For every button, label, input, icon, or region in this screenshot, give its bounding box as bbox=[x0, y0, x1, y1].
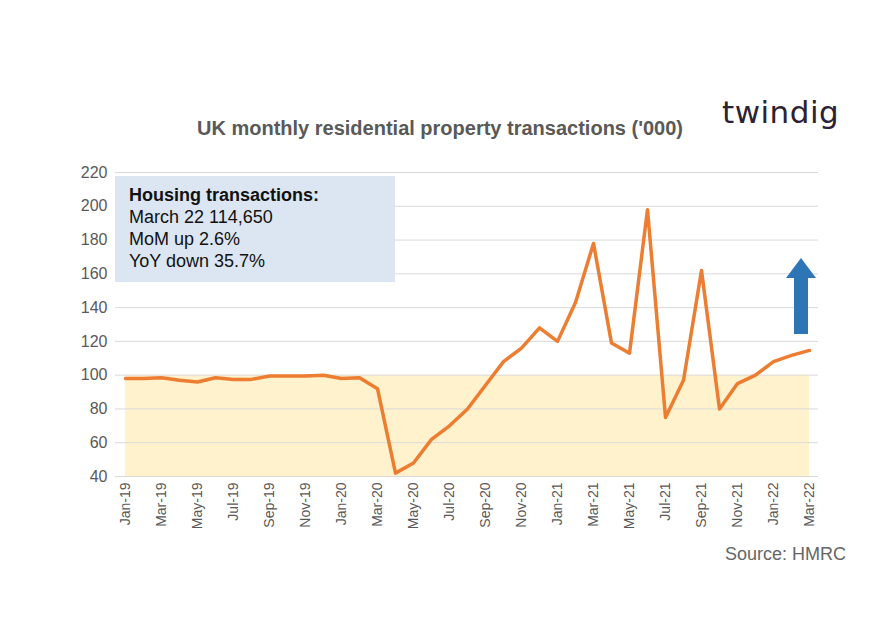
svg-text:Mar-21: Mar-21 bbox=[585, 482, 601, 527]
html-text:UK monthly residential propert: UK monthly residential property transact… bbox=[197, 117, 683, 139]
svg-text:80: 80 bbox=[90, 400, 108, 417]
svg-text:Jan-19: Jan-19 bbox=[117, 482, 133, 525]
html-text:March 22 114,650: March 22 114,650 bbox=[129, 207, 273, 227]
svg-text:Jan-20: Jan-20 bbox=[333, 482, 349, 525]
svg-text:Mar-20: Mar-20 bbox=[369, 482, 385, 527]
svg-text:180: 180 bbox=[81, 231, 108, 248]
svg-text:May-20: May-20 bbox=[405, 482, 421, 529]
svg-text:140: 140 bbox=[81, 299, 108, 316]
html-text:MoM up 2.6%: MoM up 2.6% bbox=[129, 229, 241, 249]
svg-text:220: 220 bbox=[81, 164, 108, 181]
svg-text:Jul-19: Jul-19 bbox=[225, 482, 241, 520]
svg-text:100: 100 bbox=[81, 366, 108, 383]
svg-text:Jan-22: Jan-22 bbox=[765, 482, 781, 525]
svg-text:200: 200 bbox=[81, 197, 108, 214]
svg-text:Mar-19: Mar-19 bbox=[153, 482, 169, 527]
html-text:twindig: twindig bbox=[722, 94, 840, 130]
svg-text:Jan-21: Jan-21 bbox=[549, 482, 565, 525]
svg-text:Nov-19: Nov-19 bbox=[297, 482, 313, 527]
svg-text:Sep-20: Sep-20 bbox=[477, 482, 493, 527]
html-text:Source: HMRC: Source: HMRC bbox=[725, 544, 846, 564]
svg-text:May-21: May-21 bbox=[621, 482, 637, 529]
svg-text:Sep-19: Sep-19 bbox=[261, 482, 277, 527]
html-text:YoY down 35.7%: YoY down 35.7% bbox=[129, 251, 266, 271]
svg-text:Jul-20: Jul-20 bbox=[441, 482, 457, 520]
svg-text:Nov-21: Nov-21 bbox=[729, 482, 745, 527]
html-text:Housing transactions:: Housing transactions: bbox=[129, 185, 319, 205]
svg-text:60: 60 bbox=[90, 434, 108, 451]
svg-text:40: 40 bbox=[90, 468, 108, 485]
svg-text:Jul-21: Jul-21 bbox=[657, 482, 673, 520]
svg-text:Sep-21: Sep-21 bbox=[693, 482, 709, 527]
svg-text:May-19: May-19 bbox=[189, 482, 205, 529]
svg-text:160: 160 bbox=[81, 265, 108, 282]
svg-text:Mar-22: Mar-22 bbox=[801, 482, 817, 527]
svg-text:120: 120 bbox=[81, 333, 108, 350]
svg-text:Nov-20: Nov-20 bbox=[513, 482, 529, 527]
